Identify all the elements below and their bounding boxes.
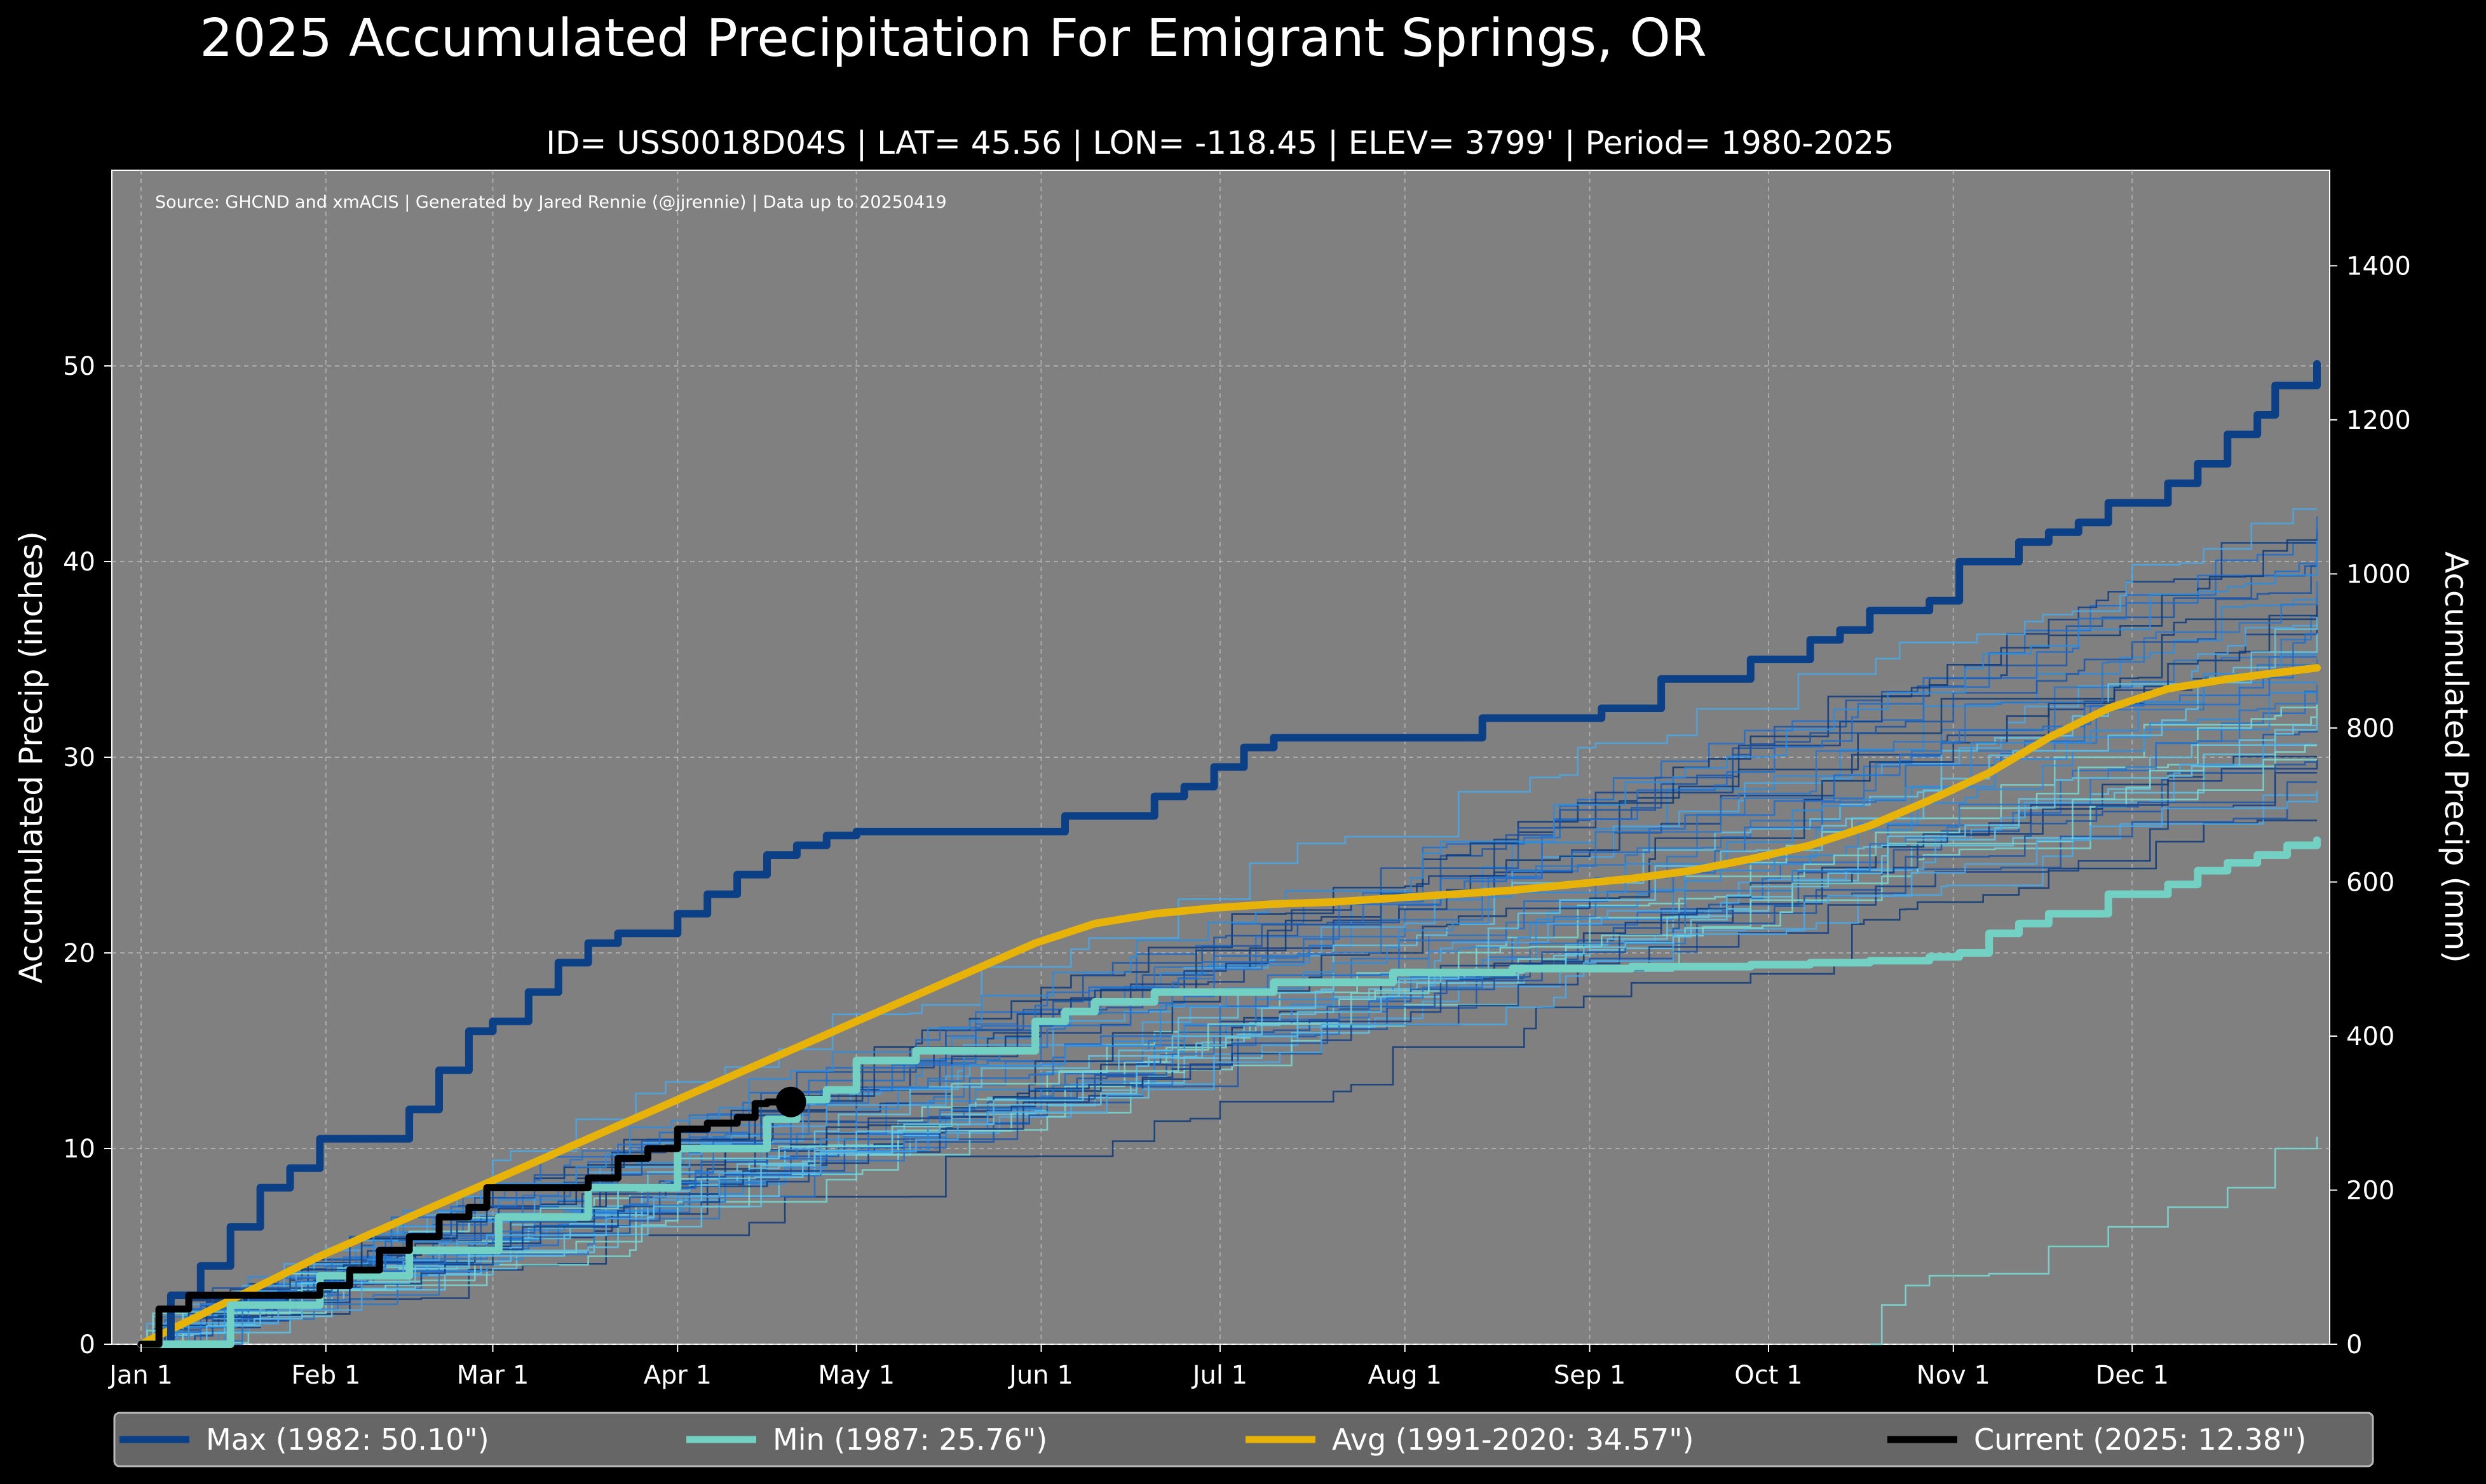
year-line — [141, 508, 2317, 1346]
background-year-lines — [141, 508, 2318, 1346]
source-note: Source: GHCND and xmACIS | Generated by … — [155, 192, 947, 212]
year-line — [1870, 1137, 2318, 1346]
y-right-tick-label: 800 — [2346, 714, 2394, 743]
year-line — [141, 555, 2318, 1346]
y-tick-label: 50 — [63, 352, 95, 381]
x-tick-label: Jan 1 — [107, 1361, 173, 1390]
series-line-min — [137, 836, 2321, 1348]
y-axis-label-right: Accumulated Precip (mm) — [2438, 551, 2475, 963]
legend-box — [113, 1412, 2374, 1467]
legend-label-min: Min (1987: 25.76") — [773, 1422, 1047, 1457]
x-tick-label: Nov 1 — [1917, 1361, 1990, 1390]
legend: Max (1982: 50.10") Min (1987: 25.76") Avg … — [119, 1422, 2306, 1457]
year-line — [141, 633, 2318, 1346]
year-line — [141, 540, 2318, 1346]
legend-label-current: Current (2025: 12.38") — [1974, 1422, 2306, 1457]
y-right-tick-label: 0 — [2346, 1330, 2362, 1359]
legend-label-max: Max (1982: 50.10") — [206, 1422, 489, 1457]
year-line — [141, 715, 2318, 1346]
x-tick-label: Apr 1 — [644, 1361, 712, 1390]
x-tick-label: Aug 1 — [1368, 1361, 1442, 1390]
x-tick-label: Jun 1 — [1007, 1361, 1073, 1390]
y-right-tick-label: 1200 — [2346, 406, 2411, 435]
y-right-tick-label: 1000 — [2346, 560, 2411, 589]
year-line — [141, 682, 2317, 1346]
x-tick-label: Jul 1 — [1191, 1361, 1247, 1390]
year-line — [141, 772, 2317, 1346]
y-right-tick-label: 600 — [2346, 868, 2394, 897]
legend-label-avg: Avg (1991-2020: 34.57") — [1332, 1422, 1694, 1457]
year-line — [141, 759, 2317, 1346]
series-line-current — [137, 1098, 794, 1348]
x-tick-label: Sep 1 — [1554, 1361, 1626, 1390]
x-tick-label: Mar 1 — [457, 1361, 529, 1390]
x-tick-label: Oct 1 — [1734, 1361, 1802, 1390]
x-tick-label: May 1 — [818, 1361, 895, 1390]
year-line — [141, 633, 2317, 1346]
chart-title: 2025 Accumulated Precipitation For Emigr… — [200, 8, 1707, 69]
y-tick-label: 10 — [63, 1135, 95, 1164]
series-lines — [137, 360, 2321, 1348]
axis-ticks: Jan 1 Feb 1 Mar 1 Apr 1 May 1 Jun 1 Jul 1 Aug 1… — [63, 252, 2411, 1390]
y-right-tick-label: 1400 — [2346, 252, 2411, 281]
y-tick-label: 40 — [63, 548, 95, 577]
year-line — [141, 790, 2318, 1346]
y-right-tick-label: 400 — [2346, 1022, 2394, 1051]
y-right-tick-label: 200 — [2346, 1176, 2394, 1205]
y-tick-label: 30 — [63, 743, 95, 772]
year-line — [141, 706, 2317, 1346]
y-tick-label: 0 — [79, 1330, 95, 1359]
series-line-avg — [137, 664, 2321, 1348]
current-endpoint-marker — [775, 1086, 806, 1117]
year-line — [141, 745, 2317, 1346]
chart-subtitle: ID= USS0018D04S | LAT= 45.56 | LON= -118… — [546, 125, 1894, 161]
y-axis-label: Accumulated Precip (inches) — [13, 531, 50, 983]
x-tick-label: Dec 1 — [2095, 1361, 2169, 1390]
x-tick-label: Feb 1 — [291, 1361, 360, 1390]
series-line-max — [137, 360, 2321, 1348]
y-tick-label: 20 — [63, 939, 95, 968]
